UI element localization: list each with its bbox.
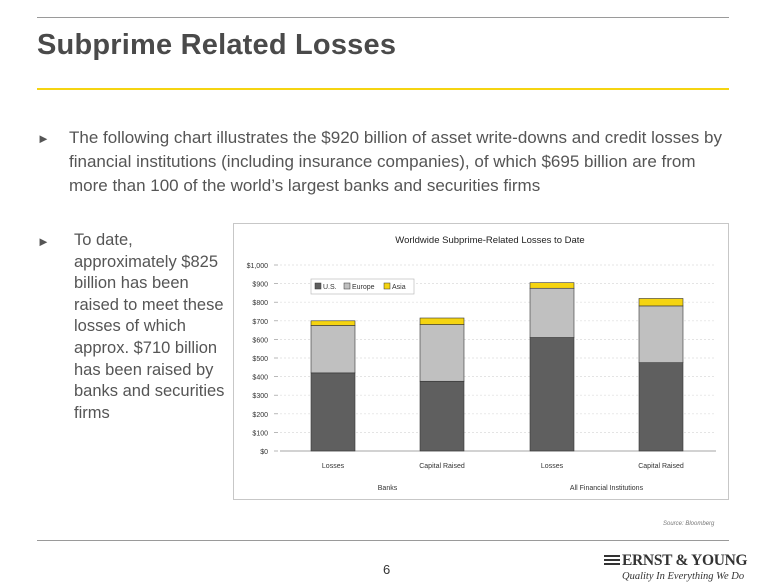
ernst-young-logo: ERNST & YOUNG Quality In Everything We D… <box>600 552 748 586</box>
logo-name: ERNST & YOUNG <box>622 552 748 569</box>
page-title: Subprime Related Losses <box>37 29 397 61</box>
x-category-label: Capital Raised <box>419 463 465 470</box>
y-tick-label: $800 <box>252 300 268 307</box>
chart-legend: U.S. Europe Asia <box>310 278 415 295</box>
y-tick-label: $400 <box>252 375 268 382</box>
y-tick-label: $900 <box>252 282 268 289</box>
bullet-arrow-icon: ► <box>37 234 50 249</box>
bullet-text: The following chart illustrates the $920… <box>69 128 722 195</box>
legend-swatch-asia <box>383 282 391 290</box>
x-category-label: Capital Raised <box>638 463 684 470</box>
bar-us-2 <box>419 380 465 452</box>
bullet-arrow-icon: ► <box>37 131 50 146</box>
bar-europe-3 <box>529 287 575 338</box>
x-axis-labels: Losses Capital Raised Losses Capital Raised… <box>322 463 684 492</box>
y-tick-label: $600 <box>252 337 268 344</box>
bar-series <box>310 282 684 452</box>
bar-us-3 <box>529 337 575 452</box>
legend-label-asia: Asia <box>392 284 406 291</box>
legend-swatch-us <box>314 282 322 290</box>
y-tick-label: $700 <box>252 319 268 326</box>
page-number: 6 <box>383 562 391 577</box>
bar-europe-2 <box>419 324 465 382</box>
x-group-label: All Financial Institutions <box>570 485 644 492</box>
y-tick-label: $200 <box>252 412 268 419</box>
x-group-label: Banks <box>378 485 398 492</box>
bar-asia-2 <box>419 317 465 325</box>
bar-asia-3 <box>529 282 575 289</box>
y-tick-label: $1,000 <box>247 263 269 270</box>
y-axis-ticks: $0 $100 $200 $300 $400 $500 $600 $700 $800 $900 $1… <box>247 263 278 456</box>
legend-swatch-europe <box>343 282 351 290</box>
bottom-rule <box>37 540 729 541</box>
bar-europe-1 <box>310 325 356 374</box>
bar-asia-1 <box>310 320 356 326</box>
y-tick-label: $300 <box>252 393 268 400</box>
bullet-text: To date, approximately $825 billion has … <box>74 231 225 422</box>
legend-label-us: U.S. <box>323 284 337 291</box>
source-note: Source: Bloomberg <box>663 521 715 527</box>
bar-us-4 <box>638 362 684 452</box>
title-underline <box>37 88 729 90</box>
x-category-label: Losses <box>541 463 564 470</box>
y-tick-label: $500 <box>252 356 268 363</box>
chart-canvas: Worldwide Subprime-Related Losses to Dat… <box>247 235 716 492</box>
top-rule <box>37 17 729 18</box>
bar-asia-4 <box>638 298 684 307</box>
legend-label-europe: Europe <box>352 284 375 291</box>
logo-bars-icon <box>604 554 622 568</box>
bar-europe-4 <box>638 305 684 363</box>
y-tick-label: $0 <box>260 449 268 456</box>
bar-us-1 <box>310 372 356 452</box>
logo-tagline: Quality In Everything We Do <box>622 571 745 582</box>
losses-chart: Worldwide Subprime-Related Losses to Dat… <box>233 223 729 500</box>
y-tick-label: $100 <box>252 430 268 437</box>
x-category-label: Losses <box>322 463 345 470</box>
chart-title: Worldwide Subprime-Related Losses to Dat… <box>395 235 584 246</box>
